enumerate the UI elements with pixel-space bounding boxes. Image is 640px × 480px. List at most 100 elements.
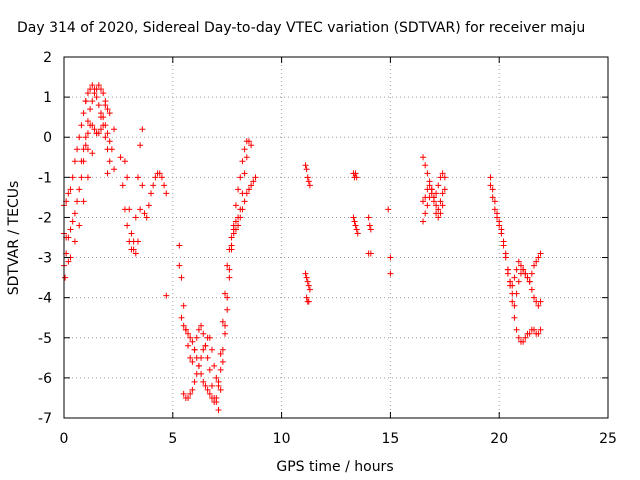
data-point	[200, 330, 207, 337]
plot-frame	[63, 56, 609, 419]
data-point	[213, 374, 220, 381]
data-point	[143, 214, 150, 221]
data-point	[111, 126, 118, 133]
data-point	[433, 202, 440, 209]
x-tick-label: 10	[273, 431, 291, 447]
data-point	[522, 334, 529, 341]
data-point	[198, 322, 205, 329]
data-point	[195, 362, 202, 369]
data-point	[520, 266, 527, 273]
data-point	[237, 174, 244, 181]
data-point	[232, 202, 239, 209]
data-point	[132, 250, 139, 257]
series-arc-b	[61, 122, 113, 241]
data-point	[513, 266, 520, 273]
data-point	[82, 98, 89, 105]
data-point	[217, 350, 224, 357]
data-point	[180, 390, 187, 397]
data-point	[235, 186, 242, 193]
data-point	[100, 122, 107, 129]
data-point	[71, 238, 78, 245]
series-arc-i	[178, 174, 259, 405]
data-point	[222, 330, 229, 337]
data-point	[121, 206, 128, 213]
data-point	[428, 186, 435, 193]
data-point	[139, 182, 146, 189]
data-point	[365, 214, 372, 221]
data-point	[515, 278, 522, 285]
data-point	[200, 378, 207, 385]
data-point	[537, 250, 544, 257]
data-point	[163, 292, 170, 299]
data-point	[200, 346, 207, 353]
data-point	[219, 346, 226, 353]
series-arc-a	[61, 82, 118, 209]
grid-layer	[64, 57, 608, 418]
y-tick-label: 2	[43, 50, 52, 66]
data-point	[232, 218, 239, 225]
data-point	[62, 274, 69, 281]
data-point	[222, 290, 229, 297]
data-point	[248, 182, 255, 189]
y-tick-label: -1	[38, 170, 52, 186]
data-point	[213, 394, 220, 401]
data-point	[69, 174, 76, 181]
data-point	[500, 242, 507, 249]
data-point	[206, 390, 213, 397]
x-tick-label: 0	[60, 431, 69, 447]
data-point	[95, 82, 102, 89]
points-layer	[61, 82, 544, 413]
data-point	[528, 286, 535, 293]
data-point	[226, 266, 233, 273]
data-point	[535, 330, 542, 337]
data-point	[106, 138, 113, 145]
data-point	[132, 214, 139, 221]
data-point	[93, 130, 100, 137]
data-point	[439, 190, 446, 197]
data-point	[366, 222, 373, 229]
data-point	[239, 158, 246, 165]
data-point	[302, 270, 309, 277]
data-point	[304, 174, 311, 181]
data-point	[180, 322, 187, 329]
data-point	[422, 194, 429, 201]
data-point	[303, 274, 310, 281]
data-point	[208, 346, 215, 353]
data-point	[89, 150, 96, 157]
data-point	[195, 326, 202, 333]
data-point	[528, 270, 535, 277]
data-point	[137, 142, 144, 149]
data-point	[82, 134, 89, 141]
data-point	[71, 210, 78, 217]
data-point	[304, 278, 311, 285]
data-point	[134, 174, 141, 181]
data-point	[353, 226, 360, 233]
data-point	[91, 126, 98, 133]
data-point	[524, 274, 531, 281]
data-point	[531, 294, 538, 301]
data-point	[104, 170, 111, 177]
data-point	[119, 182, 126, 189]
data-point	[437, 210, 444, 217]
data-point	[230, 230, 237, 237]
data-point	[352, 222, 359, 229]
series-outliers	[62, 98, 183, 299]
data-point	[226, 246, 233, 253]
data-point	[487, 182, 494, 189]
y-tick-label: -7	[38, 411, 52, 427]
data-point	[176, 242, 183, 249]
data-point	[217, 386, 224, 393]
data-point	[387, 270, 394, 277]
data-point	[504, 270, 511, 277]
data-point	[224, 306, 231, 313]
data-point	[161, 182, 168, 189]
data-point	[226, 274, 233, 281]
data-point	[232, 226, 239, 233]
data-point	[537, 298, 544, 305]
data-point	[65, 234, 72, 241]
data-point	[237, 214, 244, 221]
data-point	[182, 326, 189, 333]
data-point	[303, 166, 310, 173]
data-point	[80, 198, 87, 205]
data-point	[69, 218, 76, 225]
